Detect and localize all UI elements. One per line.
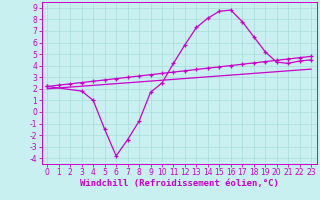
X-axis label: Windchill (Refroidissement éolien,°C): Windchill (Refroidissement éolien,°C) xyxy=(80,179,279,188)
